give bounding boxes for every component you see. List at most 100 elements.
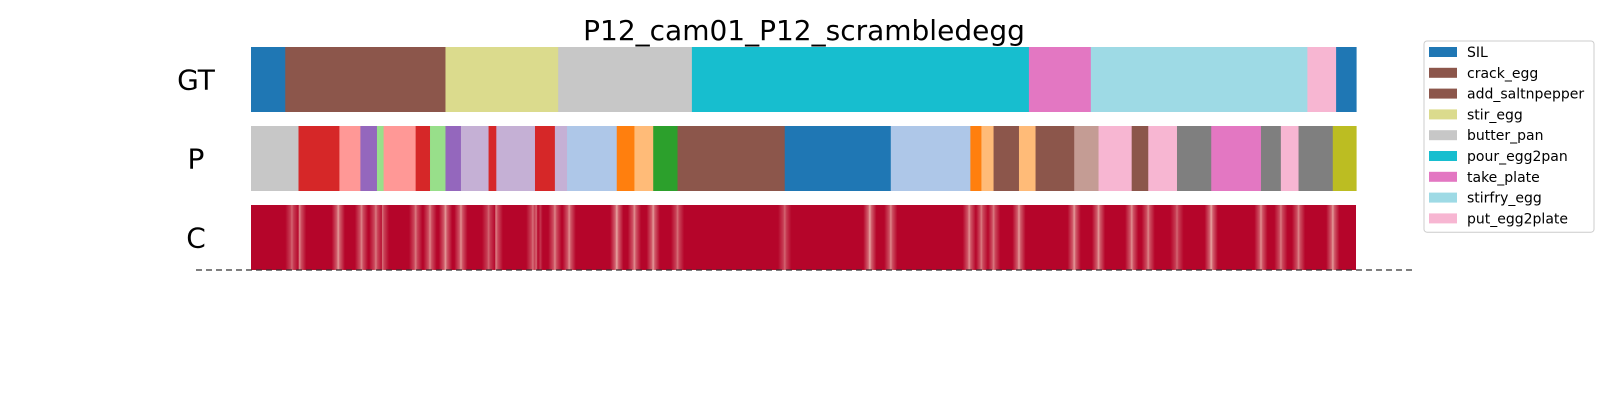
row-gt: GT	[177, 47, 1357, 112]
segment-p-29	[1148, 126, 1178, 191]
confidence-dip-7	[429, 205, 431, 270]
segment-p-19	[784, 126, 892, 191]
segment-p-10	[488, 126, 497, 191]
segment-p-2	[339, 126, 361, 191]
segment-p-17	[653, 126, 679, 191]
confidence-dip-12	[532, 205, 534, 270]
segment-p-8	[445, 126, 462, 191]
segment-p-6	[415, 126, 431, 191]
segment-p-31	[1211, 126, 1262, 191]
segment-gt-5	[1028, 47, 1092, 112]
segment-gt-6	[1090, 47, 1308, 112]
confidence-dip-3	[360, 205, 363, 270]
confidence-dip-14	[554, 205, 556, 270]
confidence-dip-16	[616, 205, 618, 270]
confidence-dip-2	[337, 205, 339, 270]
legend-swatch-put_egg2plate	[1429, 213, 1457, 224]
confidence-strip	[251, 205, 1356, 270]
segment-p-32	[1260, 126, 1282, 191]
segment-p-30	[1176, 126, 1212, 191]
legend-label-crack_egg: crack_egg	[1467, 66, 1538, 82]
confidence-dip-19	[676, 205, 679, 270]
segment-p-25	[1035, 126, 1075, 191]
segment-p-20	[890, 126, 971, 191]
confidence-dip-27	[1073, 205, 1075, 270]
chart-title: P12_cam01_P12_scrambledegg	[583, 14, 1025, 47]
segment-p-34	[1298, 126, 1334, 191]
segment-p-23	[993, 126, 1020, 191]
segment-p-1	[298, 126, 340, 191]
confidence-dip-0	[291, 205, 293, 270]
legend-swatch-crack_egg	[1429, 67, 1457, 78]
confidence-dip-33	[1260, 205, 1262, 270]
segment-gt-2	[445, 47, 559, 112]
segment-p-33	[1280, 126, 1300, 191]
segment-gt-0	[251, 47, 286, 112]
legend-swatch-stirfry_egg	[1429, 192, 1457, 203]
legend-label-put_egg2plate: put_egg2plate	[1467, 211, 1568, 227]
confidence-dip-13	[535, 205, 537, 270]
segment-gt-3	[558, 47, 693, 112]
confidence-dip-22	[890, 205, 892, 270]
row-p: P	[188, 126, 1357, 191]
segment-p-12	[534, 126, 556, 191]
confidence-dip-15	[568, 205, 570, 270]
confidence-dip-29	[1131, 205, 1133, 270]
segment-gt-8	[1336, 47, 1357, 112]
legend-swatch-stir_egg	[1429, 109, 1457, 120]
legend-label-pour_egg2pan: pour_egg2pan	[1467, 149, 1568, 165]
confidence-dip-5	[381, 205, 384, 270]
legend-label-take_plate: take_plate	[1467, 170, 1540, 186]
legend-box	[1423, 40, 1595, 233]
confidence-dip-10	[487, 205, 490, 270]
confidence-dip-31	[1176, 205, 1178, 270]
segment-p-11	[496, 126, 536, 191]
segment-p-21	[970, 126, 983, 191]
legend-label-add_saltnpepper: add_saltnpepper	[1467, 87, 1584, 103]
segment-p-22	[981, 126, 995, 191]
segment-p-3	[360, 126, 378, 191]
confidence-dip-24	[980, 205, 983, 270]
segment-p-27	[1098, 126, 1133, 191]
segment-p-15	[616, 126, 636, 191]
row-label: P	[188, 143, 205, 176]
legend-swatch-butter_pan	[1429, 130, 1457, 141]
segment-p-26	[1074, 126, 1100, 191]
legend-swatch-take_plate	[1429, 171, 1457, 182]
confidence-dip-8	[444, 205, 447, 270]
segment-p-14	[567, 126, 618, 191]
legend: SIL crack_egg add_saltnpepper stir_eggbutte…	[1423, 40, 1595, 233]
confidence-dip-32	[1210, 205, 1212, 270]
segment-p-7	[430, 126, 447, 191]
confidence-dip-28	[1097, 205, 1100, 270]
confidence-dip-17	[633, 205, 636, 270]
segment-p-24	[1018, 126, 1037, 191]
segment-p-4	[376, 126, 385, 191]
segment-p-9	[460, 126, 490, 191]
confidence-dip-21	[869, 205, 871, 270]
confidence-dip-6	[415, 205, 417, 270]
confidence-dip-25	[992, 205, 995, 270]
row-c: C	[186, 205, 1356, 270]
segment-p-16	[634, 126, 654, 191]
legend-swatch-add_saltnpepper	[1429, 88, 1457, 99]
segment-gt-7	[1307, 47, 1337, 112]
confidence-dip-20	[784, 205, 786, 270]
legend-label-SIL: SIL	[1467, 45, 1488, 61]
confidence-dip-30	[1147, 205, 1149, 270]
segment-p-35	[1332, 126, 1357, 191]
legend-label-stir_egg: stir_egg	[1467, 107, 1523, 123]
segment-gt-4	[691, 47, 1030, 112]
confidence-dip-18	[652, 205, 654, 270]
confidence-dip-34	[1280, 205, 1282, 270]
confidence-dip-36	[1332, 205, 1334, 270]
confidence-dip-1	[299, 205, 301, 270]
confidence-dip-26	[1018, 205, 1020, 270]
segment-p-18	[677, 126, 786, 191]
confidence-dip-9	[460, 205, 462, 270]
segment-gt-1	[285, 47, 447, 112]
legend-label-butter_pan: butter_pan	[1467, 128, 1543, 144]
segment-p-13	[554, 126, 568, 191]
row-label: GT	[177, 64, 216, 97]
